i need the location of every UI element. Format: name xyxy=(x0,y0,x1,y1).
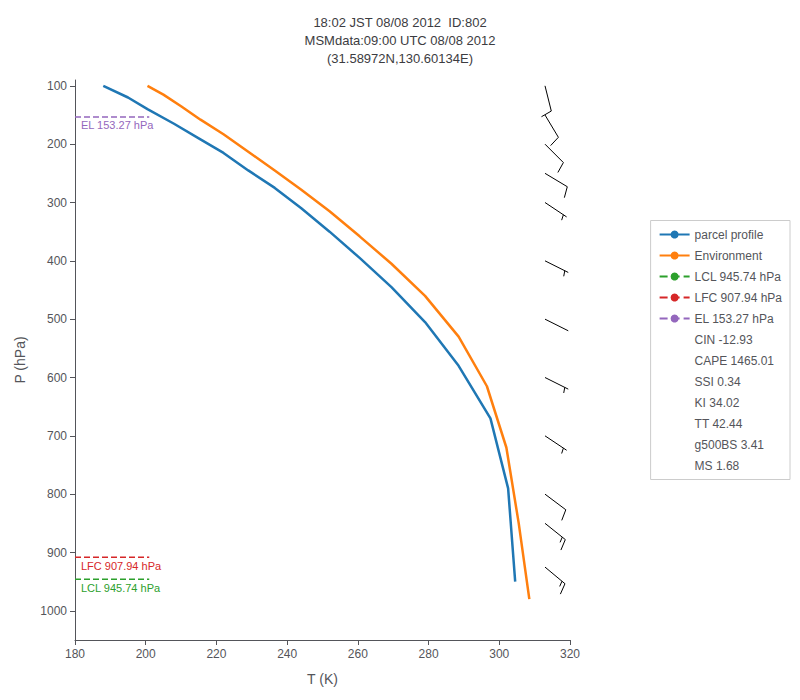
svg-text:700: 700 xyxy=(47,429,67,443)
svg-text:240: 240 xyxy=(277,647,297,661)
svg-text:CIN -12.93: CIN -12.93 xyxy=(695,333,753,347)
svg-text:800: 800 xyxy=(47,487,67,501)
svg-text:300: 300 xyxy=(489,647,509,661)
svg-text:Environment: Environment xyxy=(695,249,763,263)
svg-text:LFC 907.94 hPa: LFC 907.94 hPa xyxy=(695,291,783,305)
svg-text:260: 260 xyxy=(348,647,368,661)
svg-text:100: 100 xyxy=(47,79,67,93)
svg-text:200: 200 xyxy=(136,647,156,661)
svg-text:180: 180 xyxy=(65,647,85,661)
svg-text:(31.58972N,130.60134E): (31.58972N,130.60134E) xyxy=(327,51,473,66)
svg-text:18:02 JST 08/08 2012 ID:802: 18:02 JST 08/08 2012 ID:802 xyxy=(313,15,486,30)
svg-text:400: 400 xyxy=(47,254,67,268)
svg-text:220: 220 xyxy=(206,647,226,661)
svg-text:P (hPa): P (hPa) xyxy=(12,336,28,383)
svg-text:500: 500 xyxy=(47,312,67,326)
svg-text:300: 300 xyxy=(47,196,67,210)
svg-text:TT 42.44: TT 42.44 xyxy=(695,417,743,431)
svg-text:600: 600 xyxy=(47,371,67,385)
svg-text:200: 200 xyxy=(47,137,67,151)
svg-text:g500BS 3.41: g500BS 3.41 xyxy=(695,438,765,452)
svg-text:1000: 1000 xyxy=(40,604,67,618)
svg-text:900: 900 xyxy=(47,546,67,560)
svg-text:LCL 945.74 hPa: LCL 945.74 hPa xyxy=(81,582,161,594)
svg-text:T (K): T (K) xyxy=(307,671,338,687)
svg-text:MS 1.68: MS 1.68 xyxy=(695,459,740,473)
svg-text:KI 34.02: KI 34.02 xyxy=(695,396,740,410)
svg-text:CAPE 1465.01: CAPE 1465.01 xyxy=(695,354,775,368)
svg-text:parcel profile: parcel profile xyxy=(695,228,764,242)
svg-text:EL 153.27 hPa: EL 153.27 hPa xyxy=(81,119,154,131)
svg-text:LCL 945.74 hPa: LCL 945.74 hPa xyxy=(695,270,782,284)
svg-text:320: 320 xyxy=(560,647,580,661)
svg-text:EL 153.27 hPa: EL 153.27 hPa xyxy=(695,312,774,326)
svg-text:280: 280 xyxy=(419,647,439,661)
svg-text:LFC 907.94 hPa: LFC 907.94 hPa xyxy=(81,560,162,572)
svg-text:SSI 0.34: SSI 0.34 xyxy=(695,375,741,389)
svg-text:MSMdata:09:00 UTC 08/08 2012: MSMdata:09:00 UTC 08/08 2012 xyxy=(305,33,496,48)
